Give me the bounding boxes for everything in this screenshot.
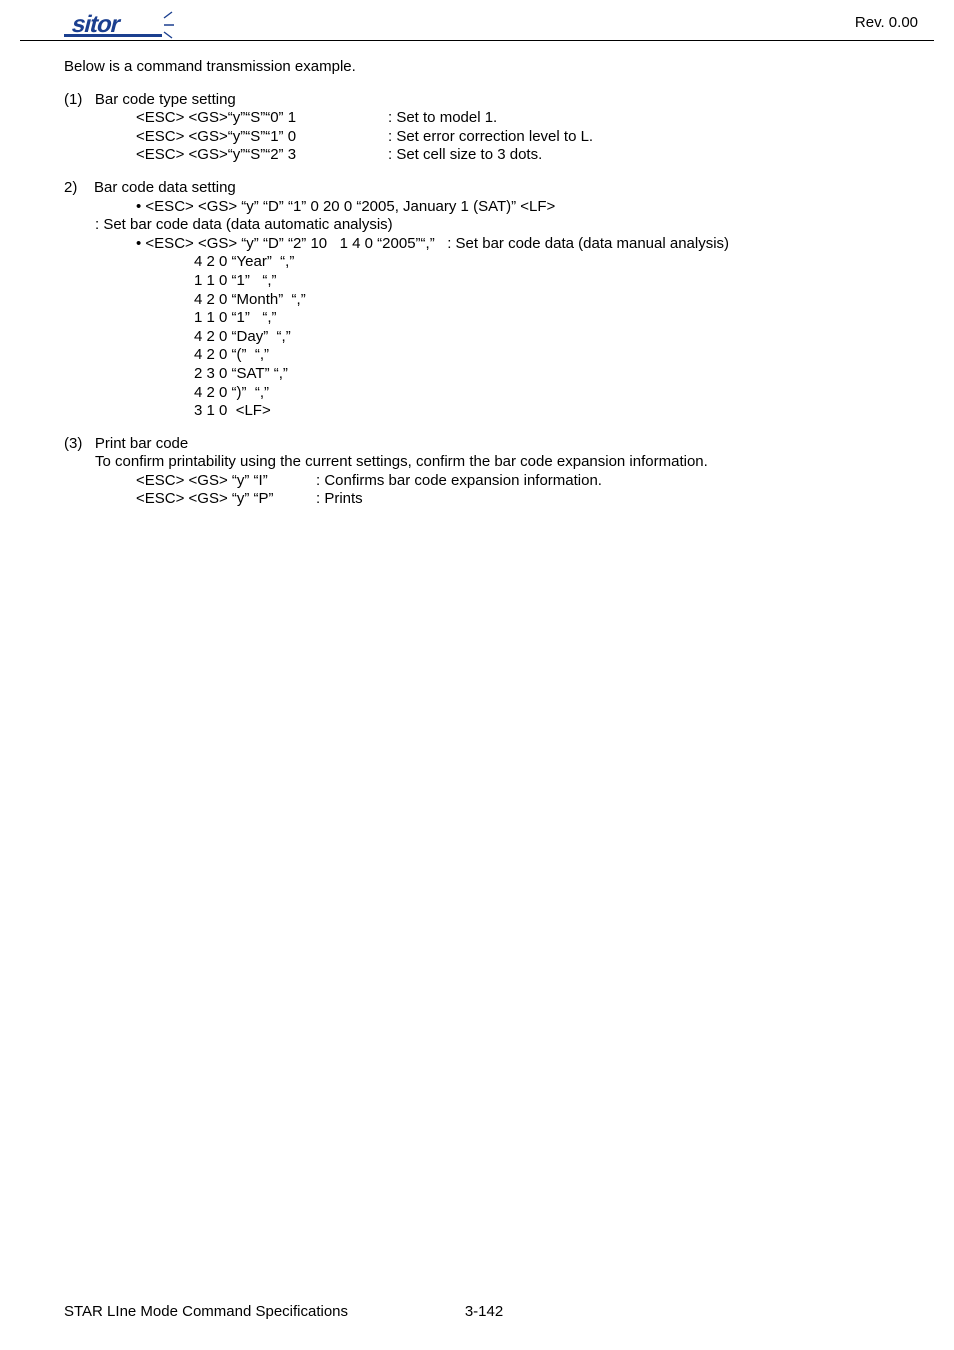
section-3-heading: (3) Print bar code: [64, 435, 904, 454]
section-2-subline: 4 2 0 “)” “,”: [64, 384, 904, 403]
section-2-subline: 1 1 0 “1” “,”: [64, 272, 904, 291]
section-3-num: (3): [64, 435, 82, 452]
section-1: (1) Bar code type setting <ESC> <GS>“y”“…: [64, 91, 904, 165]
section-2-heading: 2) Bar code data setting: [64, 179, 904, 198]
section-2-line3a: • <ESC> <GS> “y” “D” “2” 10 1 4 0 “2005”…: [136, 235, 435, 252]
header-rule: [20, 40, 934, 41]
section-2-line: • <ESC> <GS> “y” “D” “1” 0 20 0 “2005, J…: [64, 198, 904, 217]
section-2-subline: 1 1 0 “1” “,”: [64, 309, 904, 328]
section-1-num: (1): [64, 91, 82, 108]
section-2-line3b: : Set bar code data (data manual analysi…: [447, 235, 729, 252]
revision-label: Rev. 0.00: [855, 14, 918, 31]
section-3-title: Print bar code: [95, 435, 188, 452]
section-1-row: <ESC> <GS>“y”“S”“0” 1: Set to model 1.: [64, 109, 904, 128]
section-1-heading: (1) Bar code type setting: [64, 91, 904, 110]
section-1-title: Bar code type setting: [95, 91, 236, 108]
section-3: (3) Print bar code To confirm printabili…: [64, 435, 904, 509]
section-2-subline: 4 2 0 “Month” “,”: [64, 291, 904, 310]
cmd-text: <ESC> <GS>“y”“S”“0” 1: [136, 109, 388, 128]
cmd-desc: : Confirms bar code expansion informatio…: [316, 472, 602, 489]
section-2-num: 2): [64, 179, 77, 196]
cmd-text: <ESC> <GS>“y”“S”“1” 0: [136, 128, 388, 147]
section-2-subline: 3 1 0 <LF>: [64, 402, 904, 421]
cmd-desc: : Prints: [316, 490, 363, 507]
cmd-text: <ESC> <GS> “y” “P”: [136, 490, 316, 509]
section-2-subline: 4 2 0 “Year” “,”: [64, 253, 904, 272]
svg-text:sitor: sitor: [69, 11, 124, 38]
section-2-line: : Set bar code data (data automatic anal…: [64, 216, 904, 235]
cmd-desc: : Set to model 1.: [388, 109, 497, 126]
footer-page-number: 3-142: [465, 1303, 503, 1320]
cmd-desc: : Set error correction level to L.: [388, 128, 593, 145]
section-2: 2) Bar code data setting • <ESC> <GS> “y…: [64, 179, 904, 421]
section-3-line: To confirm printability using the curren…: [64, 453, 904, 472]
section-2-subline: 4 2 0 “Day” “,”: [64, 328, 904, 347]
section-2-subline: 2 3 0 “SAT” “,”: [64, 365, 904, 384]
page-content: Below is a command transmission example.…: [64, 58, 904, 509]
section-1-row: <ESC> <GS>“y”“S”“2” 3: Set cell size to …: [64, 146, 904, 165]
section-3-row: <ESC> <GS> “y” “P”: Prints: [64, 490, 904, 509]
section-2-subline: 4 2 0 “(” “,”: [64, 346, 904, 365]
section-3-row: <ESC> <GS> “y” “I”: Confirms bar code ex…: [64, 472, 904, 491]
section-2-line: • <ESC> <GS> “y” “D” “2” 10 1 4 0 “2005”…: [64, 235, 904, 254]
footer-title: STAR LIne Mode Command Specifications: [64, 1303, 348, 1320]
section-1-row: <ESC> <GS>“y”“S”“1” 0: Set error correct…: [64, 128, 904, 147]
cmd-desc: : Set cell size to 3 dots.: [388, 146, 542, 163]
page-header: sitor Rev. 0.00: [0, 0, 954, 46]
cmd-text: <ESC> <GS> “y” “I”: [136, 472, 316, 491]
section-2-title: Bar code data setting: [94, 179, 236, 196]
cmd-text: <ESC> <GS>“y”“S”“2” 3: [136, 146, 388, 165]
intro-text: Below is a command transmission example.: [64, 58, 904, 77]
